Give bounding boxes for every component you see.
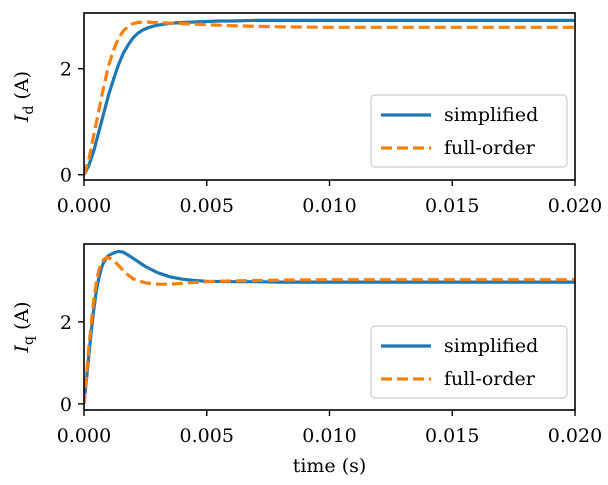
chart-panel-iq: 0.000 0.005 0.010 0.015 0.020 0 2 Iq (A) time (s… — [11, 243, 602, 477]
y-axis-label-symbol: I — [11, 345, 33, 354]
x-tick-label: 0.005 — [180, 425, 234, 447]
legend: simplified full-order — [370, 94, 568, 168]
y-tick-label: 0 — [60, 165, 72, 187]
y-axis-label-subscript: d — [21, 106, 37, 115]
series-group — [84, 249, 575, 405]
x-tick-label: 0.005 — [180, 195, 234, 217]
y-axis-label-unit: (A) — [11, 301, 33, 336]
x-tick-label: 0.020 — [548, 195, 602, 217]
x-tick-label: 0.015 — [425, 195, 479, 217]
legend: simplified full-order — [370, 325, 568, 399]
y-axis-label: Id (A) — [11, 71, 37, 123]
y-axis-label-unit: (A) — [11, 71, 33, 106]
y-tick-label: 0 — [60, 394, 72, 416]
x-tick-label: 0.010 — [302, 425, 356, 447]
x-tick-label: 0.015 — [425, 425, 479, 447]
x-tick-label: 0.000 — [57, 425, 111, 447]
y-axis-label-subscript: q — [21, 336, 37, 345]
series-line-simplified — [84, 18, 575, 176]
legend-label-full-order: full-order — [444, 368, 536, 390]
legend-label-simplified: simplified — [444, 104, 538, 126]
x-tick-label: 0.000 — [57, 195, 111, 217]
legend-label-simplified: simplified — [444, 335, 538, 357]
x-tick-label: 0.010 — [302, 195, 356, 217]
series-line-full-order — [84, 255, 575, 405]
x-tick-label: 0.020 — [548, 425, 602, 447]
series-line-simplified — [84, 249, 575, 405]
y-axis-label-symbol: I — [11, 114, 33, 123]
series-group — [84, 18, 575, 176]
chart-panel-id: 0.000 0.005 0.010 0.015 0.020 0 2 Id (A) simplif… — [11, 12, 602, 217]
y-tick-label: 2 — [60, 312, 72, 334]
series-line-full-order — [84, 20, 575, 176]
y-axis-label: Iq (A) — [11, 301, 37, 353]
legend-label-full-order: full-order — [444, 137, 536, 159]
x-axis-label: time (s) — [293, 455, 367, 477]
y-tick-label: 2 — [60, 59, 72, 81]
